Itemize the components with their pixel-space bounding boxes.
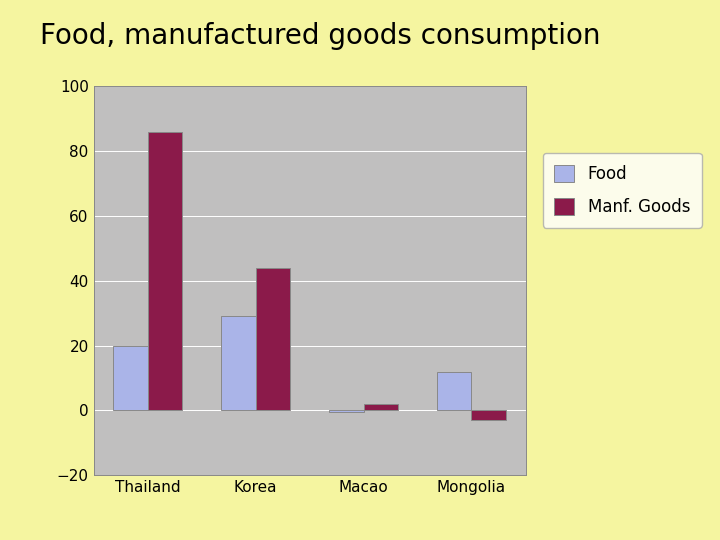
Bar <box>364 404 398 410</box>
Text: Food, manufactured goods consumption: Food, manufactured goods consumption <box>40 22 600 50</box>
Bar <box>329 410 364 412</box>
Bar <box>472 410 506 420</box>
Bar <box>437 372 472 410</box>
Bar <box>221 316 256 410</box>
Bar <box>148 132 182 410</box>
Legend: Food, Manf. Goods: Food, Manf. Goods <box>543 153 702 228</box>
Bar <box>256 268 290 410</box>
Bar <box>113 346 148 410</box>
